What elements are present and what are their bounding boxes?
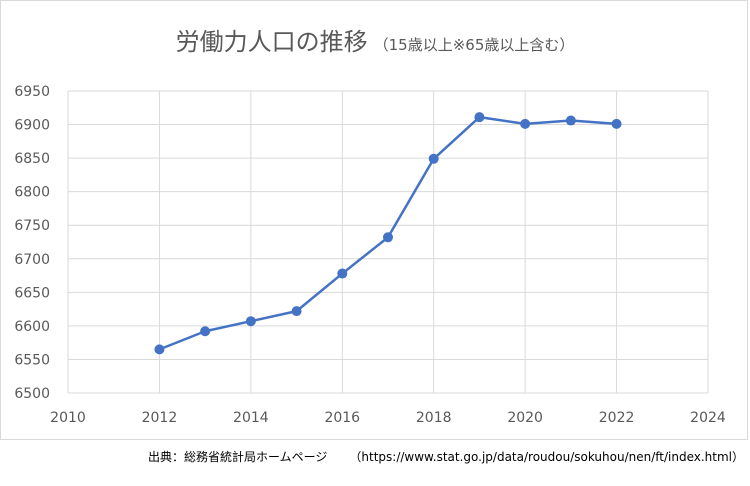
data-point bbox=[245, 316, 256, 327]
x-tick-label: 2018 bbox=[416, 410, 452, 426]
x-tick-label: 2010 bbox=[50, 410, 86, 426]
data-point bbox=[337, 268, 348, 279]
y-tick-label: 6550 bbox=[14, 352, 50, 368]
y-tick-label: 6500 bbox=[14, 386, 50, 402]
x-tick-label: 2022 bbox=[599, 410, 635, 426]
chart-title-main: 労働力人口の推移 bbox=[175, 28, 368, 56]
chart-frame bbox=[0, 0, 748, 440]
chart-subtitle: （15歳以上※65歳以上含む） bbox=[373, 36, 575, 54]
source-label: 出典：総務省統計局ホームページ bbox=[148, 450, 328, 464]
y-tick-label: 6600 bbox=[14, 319, 50, 335]
y-tick-label: 6850 bbox=[14, 151, 50, 167]
x-tick-label: 2012 bbox=[142, 410, 178, 426]
horizontal-gridlines bbox=[68, 90, 708, 394]
y-tick-label: 6900 bbox=[14, 118, 50, 134]
y-axis-tick-labels: 6500 6550 6600 6650 6700 6750 6800 6850 6900 6950 bbox=[14, 84, 50, 402]
data-point bbox=[520, 118, 531, 129]
data-point bbox=[565, 115, 576, 126]
series-group bbox=[154, 112, 622, 355]
source-note: 出典：総務省統計局ホームページ （https://www.stat.go.jp/d… bbox=[148, 448, 744, 465]
data-point bbox=[474, 112, 485, 123]
y-tick-label: 6750 bbox=[14, 218, 50, 234]
data-point bbox=[291, 306, 302, 317]
line-chart: 6500 6550 6600 6650 6700 6750 6800 6850 6900 6950… bbox=[14, 84, 726, 426]
chart-title: 労働力人口の推移 （15歳以上※65歳以上含む） bbox=[0, 22, 750, 57]
y-tick-label: 6800 bbox=[14, 185, 50, 201]
x-axis-tick-labels: 2010 2012 2014 2016 2018 2020 2022 2024 bbox=[50, 410, 726, 426]
x-tick-label: 2016 bbox=[324, 410, 360, 426]
y-tick-label: 6950 bbox=[14, 84, 50, 100]
y-tick-label: 6700 bbox=[14, 252, 50, 268]
data-point bbox=[383, 232, 393, 243]
x-tick-label: 2020 bbox=[507, 410, 543, 426]
data-point bbox=[154, 344, 165, 355]
x-tick-label: 2014 bbox=[233, 410, 269, 426]
data-point bbox=[428, 153, 439, 164]
data-point bbox=[611, 118, 622, 129]
x-tick-label: 2024 bbox=[690, 410, 726, 426]
data-point bbox=[200, 326, 211, 337]
vertical-gridlines bbox=[67, 91, 709, 393]
source-url: （https://www.stat.go.jp/data/roudou/soku… bbox=[349, 450, 745, 464]
y-tick-label: 6650 bbox=[14, 285, 50, 301]
